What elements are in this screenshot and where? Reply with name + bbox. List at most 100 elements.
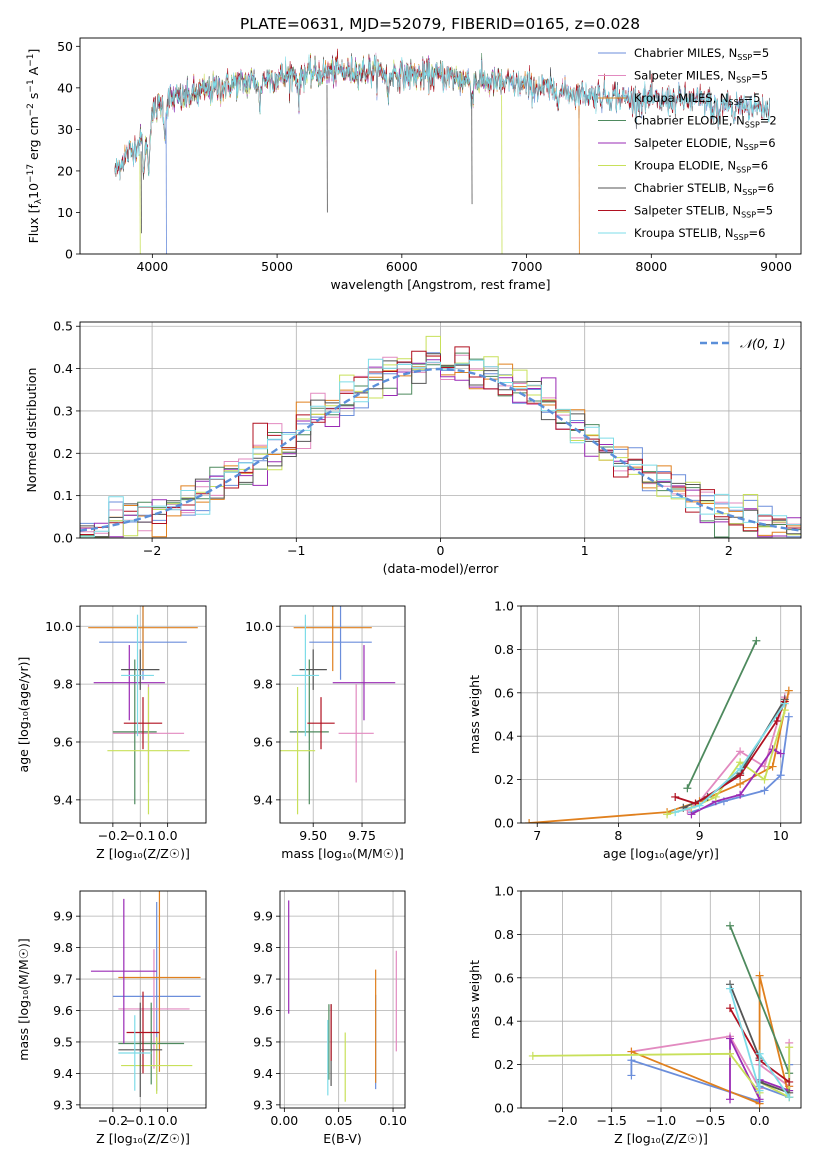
y-axis-label: mass [log₁₀(M/M☉)] <box>16 938 31 1060</box>
x-tick-label: 2 <box>725 543 733 558</box>
ticks: −0.2−0.1 0.0 9.3 9.4 9.5 9.6 9.7 9.8 9.9 <box>53 909 178 1128</box>
errorbar-salpeter-elodie <box>332 645 396 721</box>
y-tick-label: 0.0 <box>53 531 73 546</box>
legend-label-sub: SSP <box>729 98 744 107</box>
y-axis-label-part: 10 <box>26 183 41 199</box>
plot-area <box>525 636 793 823</box>
legend-label-text: Chabrier ELODIE, N <box>634 114 745 128</box>
y-tick-label: 20 <box>57 163 73 178</box>
y-tick-label: 9.6 <box>253 734 273 749</box>
weight-point <box>726 1004 735 1013</box>
x-axis-label: mass [log₁₀(M/M☉)] <box>281 846 403 861</box>
legend-label: Kroupa ELODIE, NSSP=6 <box>634 159 768 175</box>
y-axis-label: mass weight <box>467 960 482 1039</box>
legend-label-sub: SSP <box>744 143 759 152</box>
legend-label-text: Salpeter MILES, N <box>634 69 736 83</box>
y-tick-label: 9.7 <box>253 972 273 987</box>
y-tick-label: 1.0 <box>494 884 514 899</box>
x-tick-label: 4000 <box>136 259 168 274</box>
y-tick-label: 9.4 <box>53 1066 73 1081</box>
weight-point <box>663 810 672 819</box>
weight-series-salpeter-elodie <box>687 745 785 819</box>
y-tick-label: 9.5 <box>53 1034 73 1049</box>
weight-point <box>755 971 764 980</box>
x-tick-label: 1 <box>581 543 589 558</box>
y-tick-label: 9.9 <box>253 909 273 924</box>
y-tick-label: 0 <box>65 247 73 262</box>
reddening-mass-panel: 0.00 0.05 0.10 9.3 9.4 9.5 9.6 9.7 9.8 9.9 E(B-V) <box>253 890 407 1146</box>
y-tick-label: 40 <box>57 80 73 95</box>
weight-line <box>686 640 758 789</box>
errorbar-salpeter-stelib <box>123 697 163 750</box>
weight-line <box>674 703 786 813</box>
plot-area <box>288 900 397 1102</box>
y-tick-label: 9.3 <box>253 1097 273 1112</box>
weight-point <box>627 1071 636 1080</box>
x-tick-label: −0.2 <box>98 1113 128 1128</box>
y-tick-label: 0.2 <box>53 446 73 461</box>
weight-point <box>760 762 769 771</box>
ticks: 9.50 9.75 9.4 9.6 9.8 10.0 <box>245 619 376 843</box>
axes-frame <box>520 890 802 1109</box>
x-axis-label: age [log₁₀(age/yr)] <box>603 846 719 861</box>
legend-label: Salpeter MILES, NSSP=5 <box>634 69 768 85</box>
plot-area <box>90 891 201 1097</box>
residuals-panel: −2 −1 0 1 2 0.0 0.1 0.2 0.3 0.4 0.5 (data-model)/er… <box>24 319 802 576</box>
legend-label-text: Salpeter ELODIE, N <box>634 136 744 150</box>
y-tick-label: 0.1 <box>53 488 73 503</box>
weight-series-kroupa-stelib <box>671 699 789 817</box>
legend-label-value: =6 <box>759 136 776 150</box>
y-tick-label: 50 <box>57 39 73 54</box>
y-axis-label-part: ] <box>26 49 41 54</box>
y-tick-label: 0.3 <box>53 403 73 418</box>
y-tick-label: 0.2 <box>494 1057 514 1072</box>
gaussian-curve <box>80 367 801 532</box>
y-tick-label: 30 <box>57 122 73 137</box>
errorbar-salpeter-elodie <box>90 898 157 1044</box>
y-tick-label: 9.6 <box>53 734 73 749</box>
y-tick-label: 9.6 <box>253 1003 273 1018</box>
x-tick-label: −1.0 <box>646 1113 676 1128</box>
errorbar-kroupa-miles <box>118 891 201 1072</box>
ticks: −2.0 −1.5 −1.0 −0.5 0.0 0.0 0.2 0.4 0.6 0.8 1.0 <box>494 884 769 1129</box>
x-tick-label: −2.0 <box>547 1113 577 1128</box>
y-tick-label: 9.8 <box>253 940 273 955</box>
legend-label-text: Salpeter STELIB, N <box>634 204 741 218</box>
y-axis-label-part: λ <box>34 198 44 204</box>
plot-area <box>280 606 396 815</box>
weight-point <box>528 1051 537 1060</box>
errorbar-chabrier-stelib <box>118 1002 163 1097</box>
weight-point <box>726 1049 735 1058</box>
weight-series-chabrier-elodie <box>683 636 761 793</box>
y-tick-label: 9.3 <box>53 1097 73 1112</box>
legend-label-text: Chabrier STELIB, N <box>634 181 742 195</box>
grid <box>280 891 405 1108</box>
x-tick-label: 9000 <box>760 259 792 274</box>
weight-point <box>671 808 680 817</box>
y-axis-label-part: s <box>26 93 41 104</box>
y-tick-label: 0.4 <box>494 1014 514 1029</box>
x-tick-label: 0.00 <box>270 1113 298 1128</box>
spectrum-line-kroupa-stelib <box>114 54 770 180</box>
weight-series-kroupa-stelib <box>726 984 794 1102</box>
weight-point <box>683 784 692 793</box>
legend-label: Chabrier MILES, NSSP=5 <box>634 46 769 62</box>
weight-point <box>752 636 761 645</box>
ticks: 7 8 9 10 0.0 0.2 0.4 0.6 0.8 1.0 <box>494 599 789 844</box>
y-axis-label-part: Flux [f <box>26 204 41 244</box>
errorbar-kroupa-stelib <box>121 614 154 737</box>
weight-point <box>784 712 793 721</box>
x-tick-label: 0.0 <box>158 1113 178 1128</box>
legend-label-value: =6 <box>749 226 766 240</box>
x-tick-label: 0.10 <box>379 1113 407 1128</box>
legend-label-sub: SSP <box>734 233 749 242</box>
x-tick-label: 9.75 <box>348 828 376 843</box>
axes-frame <box>79 605 207 824</box>
y-tick-label: 0.6 <box>494 685 514 700</box>
ticks: −0.2−0.1 0.0 9.4 9.6 9.8 10.0 <box>45 619 177 843</box>
weight-point <box>726 984 735 993</box>
legend-label-sub: SSP <box>741 211 756 220</box>
axes-frame <box>279 605 406 824</box>
weight-line <box>729 988 790 1098</box>
